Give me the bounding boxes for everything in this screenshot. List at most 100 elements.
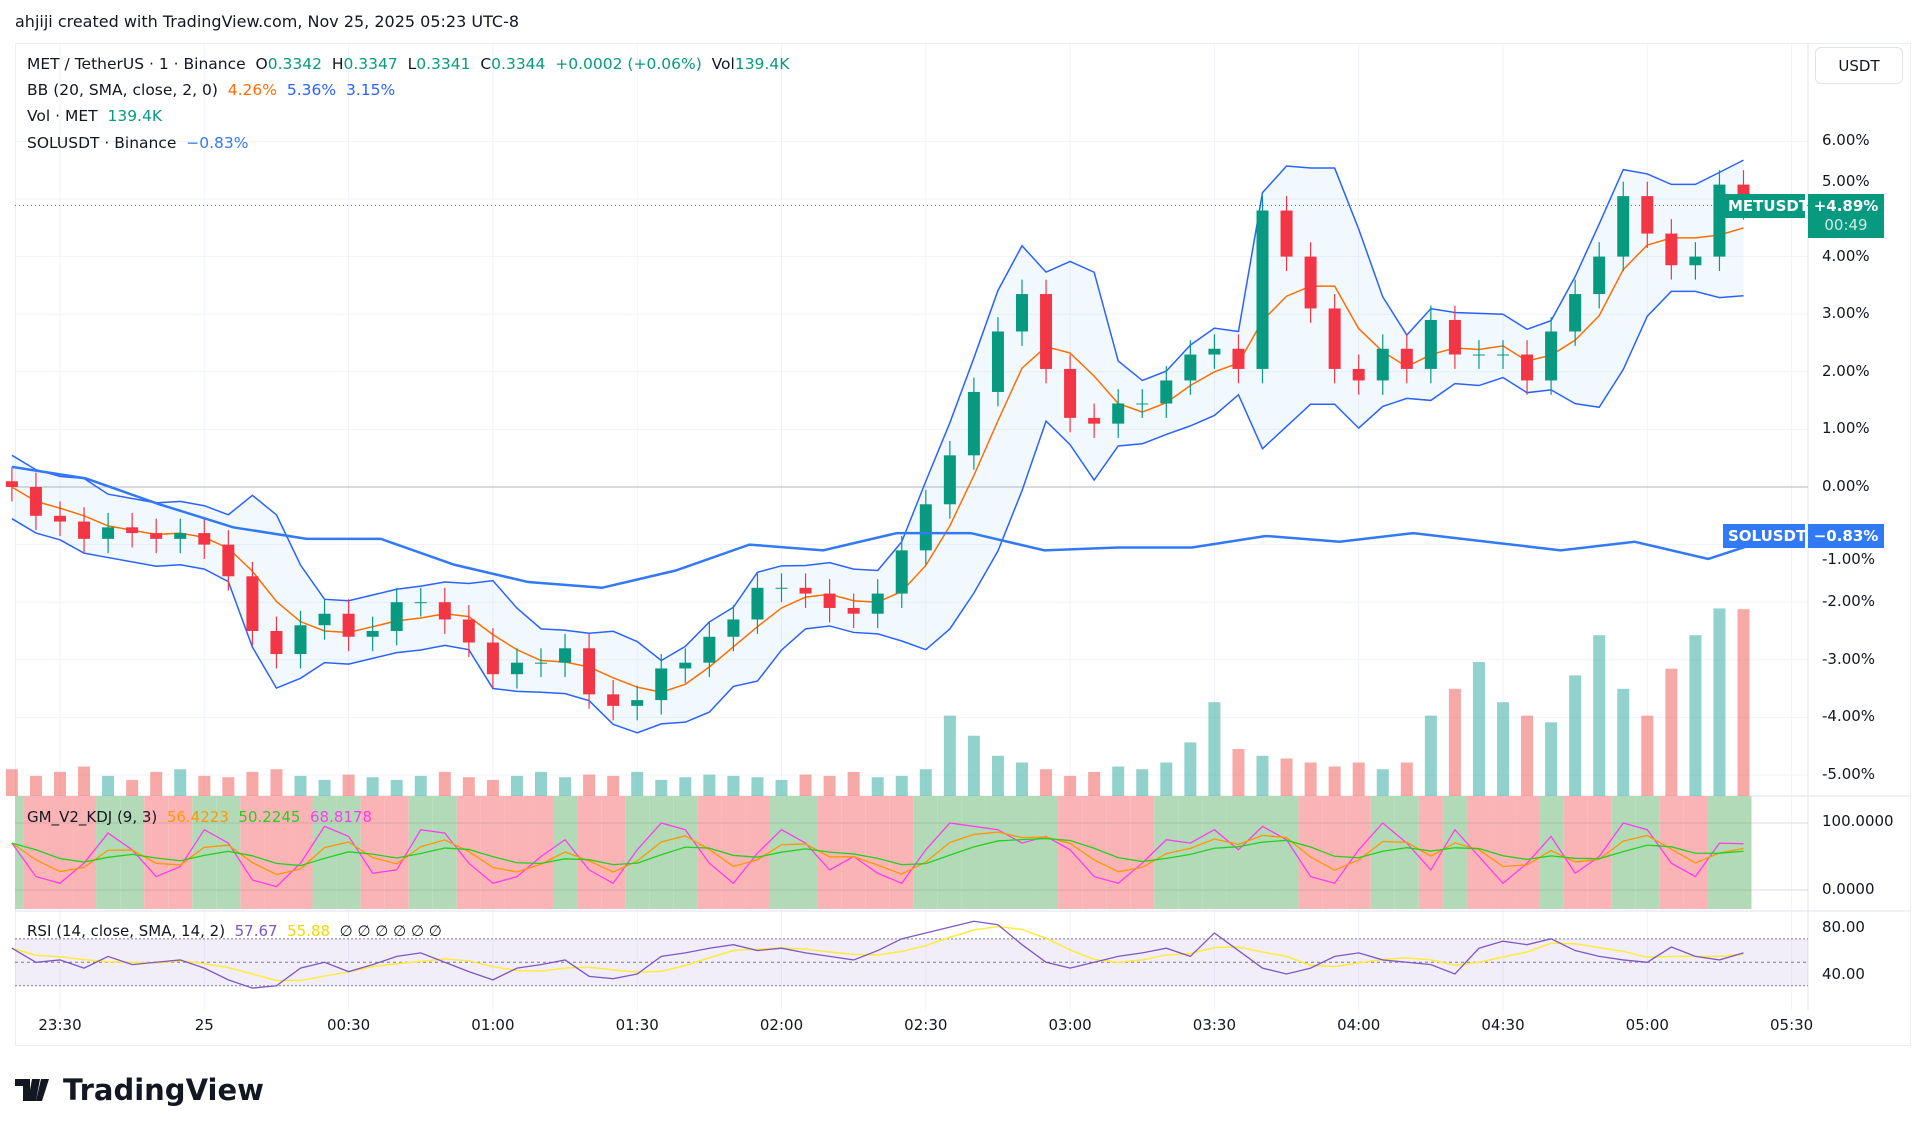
candle-body	[1617, 196, 1630, 257]
solusdt-symbol-tag: SOLUSDT	[1723, 524, 1806, 548]
volume-bar	[462, 777, 475, 796]
candle-body	[438, 602, 451, 620]
kdj-k-value: 56.4223	[166, 808, 229, 826]
volume-bar	[727, 775, 740, 796]
volume-bar	[535, 771, 547, 796]
candle-body	[462, 619, 475, 643]
volume-bar	[1424, 715, 1437, 796]
kdj-background-segment	[1563, 796, 1588, 909]
price-tick-label: 4.00%	[1822, 246, 1870, 265]
volume-bar	[631, 771, 644, 796]
legend-rsi[interactable]: RSI (14, close, SMA, 14, 2) 57.67 55.88 …	[27, 922, 442, 940]
kdj-background-segment	[1250, 796, 1275, 909]
candle-body	[1256, 210, 1269, 369]
chart-title: ahjiji created with TradingView.com, Nov…	[15, 12, 520, 31]
volume-bars	[5, 608, 1750, 796]
price-tick-label: 3.00%	[1822, 304, 1870, 323]
kdj-background-segment	[120, 796, 145, 909]
volume-bar	[5, 769, 18, 796]
kdj-background-segment	[432, 796, 457, 909]
candle-body	[727, 619, 740, 637]
kdj-background-segment	[601, 796, 626, 909]
kdj-background-segment	[865, 796, 890, 909]
kdj-tick-0: 0.0000	[1822, 880, 1875, 898]
volume-bar	[1617, 688, 1630, 796]
legend-kdj[interactable]: GM_V2_KDJ (9, 3) 56.4223 50.2245 68.8178	[27, 808, 372, 826]
time-tick-label: 00:30	[326, 1016, 371, 1034]
candle-body	[1232, 348, 1245, 369]
time-tick-label: 02:00	[759, 1016, 804, 1034]
rsi-value: 57.67	[234, 922, 278, 940]
kdj-background-segment	[1034, 796, 1059, 909]
legend-volume[interactable]: Vol · MET 139.4K	[27, 107, 162, 125]
kdj-background-segment	[1322, 796, 1347, 909]
kdj-background-segment	[384, 796, 409, 909]
volume-bar	[1280, 758, 1293, 796]
metusdt-symbol-tag: METUSDT	[1723, 194, 1809, 218]
kdj-label: GM_V2_KDJ (9, 3)	[27, 808, 158, 826]
volume-bar	[1376, 769, 1389, 796]
candle-body	[943, 455, 956, 505]
kdj-background-segment	[985, 796, 1010, 909]
candle-body	[583, 648, 596, 695]
candle-body	[54, 515, 66, 522]
volume-bar	[799, 774, 812, 796]
metusdt-change: +4.89%	[1813, 197, 1879, 215]
candle-body	[1304, 256, 1317, 309]
candles	[5, 170, 1750, 721]
candle-body	[486, 642, 499, 675]
kdj-background-segment	[480, 796, 505, 909]
candle-body	[1352, 368, 1365, 381]
high-label: H	[331, 55, 344, 73]
volume-bar	[1352, 762, 1365, 796]
candle-body	[414, 602, 427, 604]
volume-bar	[318, 779, 331, 796]
rsi-label: RSI (14, close, SMA, 14, 2)	[27, 922, 226, 940]
kdj-background-segment	[528, 796, 554, 909]
candle-body	[102, 527, 115, 539]
kdj-background-segment	[1202, 796, 1227, 909]
volume-label: Vol · MET	[27, 107, 98, 125]
candle-body	[29, 487, 42, 516]
candle-body	[607, 694, 620, 706]
kdj-background-segment	[625, 796, 650, 909]
kdj-background-segment	[673, 796, 698, 909]
volume-bar	[847, 771, 860, 796]
currency-button[interactable]: USDT	[1815, 47, 1903, 84]
candle-body	[1448, 319, 1461, 355]
symbol-label[interactable]: MET / TetherUS · 1 · Binance	[27, 55, 246, 73]
volume-bar	[1665, 668, 1678, 796]
legend-compare[interactable]: SOLUSDT · Binance −0.83%	[27, 134, 249, 152]
candle-body	[1328, 308, 1341, 369]
kdj-background-segment	[47, 796, 73, 909]
candle-body	[847, 607, 860, 614]
candle-body	[799, 587, 812, 594]
candle-body	[5, 481, 18, 487]
high-value: 0.3347	[343, 55, 398, 73]
volume-value: 139.4K	[107, 107, 163, 125]
kdj-background-segment	[1731, 796, 1752, 909]
candle-body	[270, 631, 283, 655]
volume-bar	[823, 775, 836, 796]
volume-bar	[102, 775, 115, 796]
volume-bar	[1160, 762, 1173, 796]
time-tick-label: 03:00	[1048, 1016, 1092, 1034]
kdj-background-segment	[1635, 796, 1660, 909]
volume-bar	[1016, 762, 1028, 796]
open-value: 0.3342	[267, 55, 322, 73]
kdj-background-segment	[961, 796, 986, 909]
volume-bar	[655, 779, 668, 796]
candle-body	[78, 521, 91, 539]
candle-body	[967, 391, 980, 456]
volume-bar	[1448, 688, 1461, 796]
tradingview-logo[interactable]: TradingView	[15, 1073, 264, 1107]
volume-bar	[1472, 662, 1485, 796]
legend-bb[interactable]: BB (20, SMA, close, 2, 0) 4.26% 5.36% 3.…	[27, 81, 395, 99]
volume-bar	[1256, 755, 1269, 796]
kdj-background-segment	[1009, 796, 1035, 909]
volume-bar	[342, 774, 355, 796]
kdj-background-segment	[1082, 796, 1107, 909]
kdj-background-segment	[1106, 796, 1131, 909]
candle-body	[222, 544, 235, 577]
